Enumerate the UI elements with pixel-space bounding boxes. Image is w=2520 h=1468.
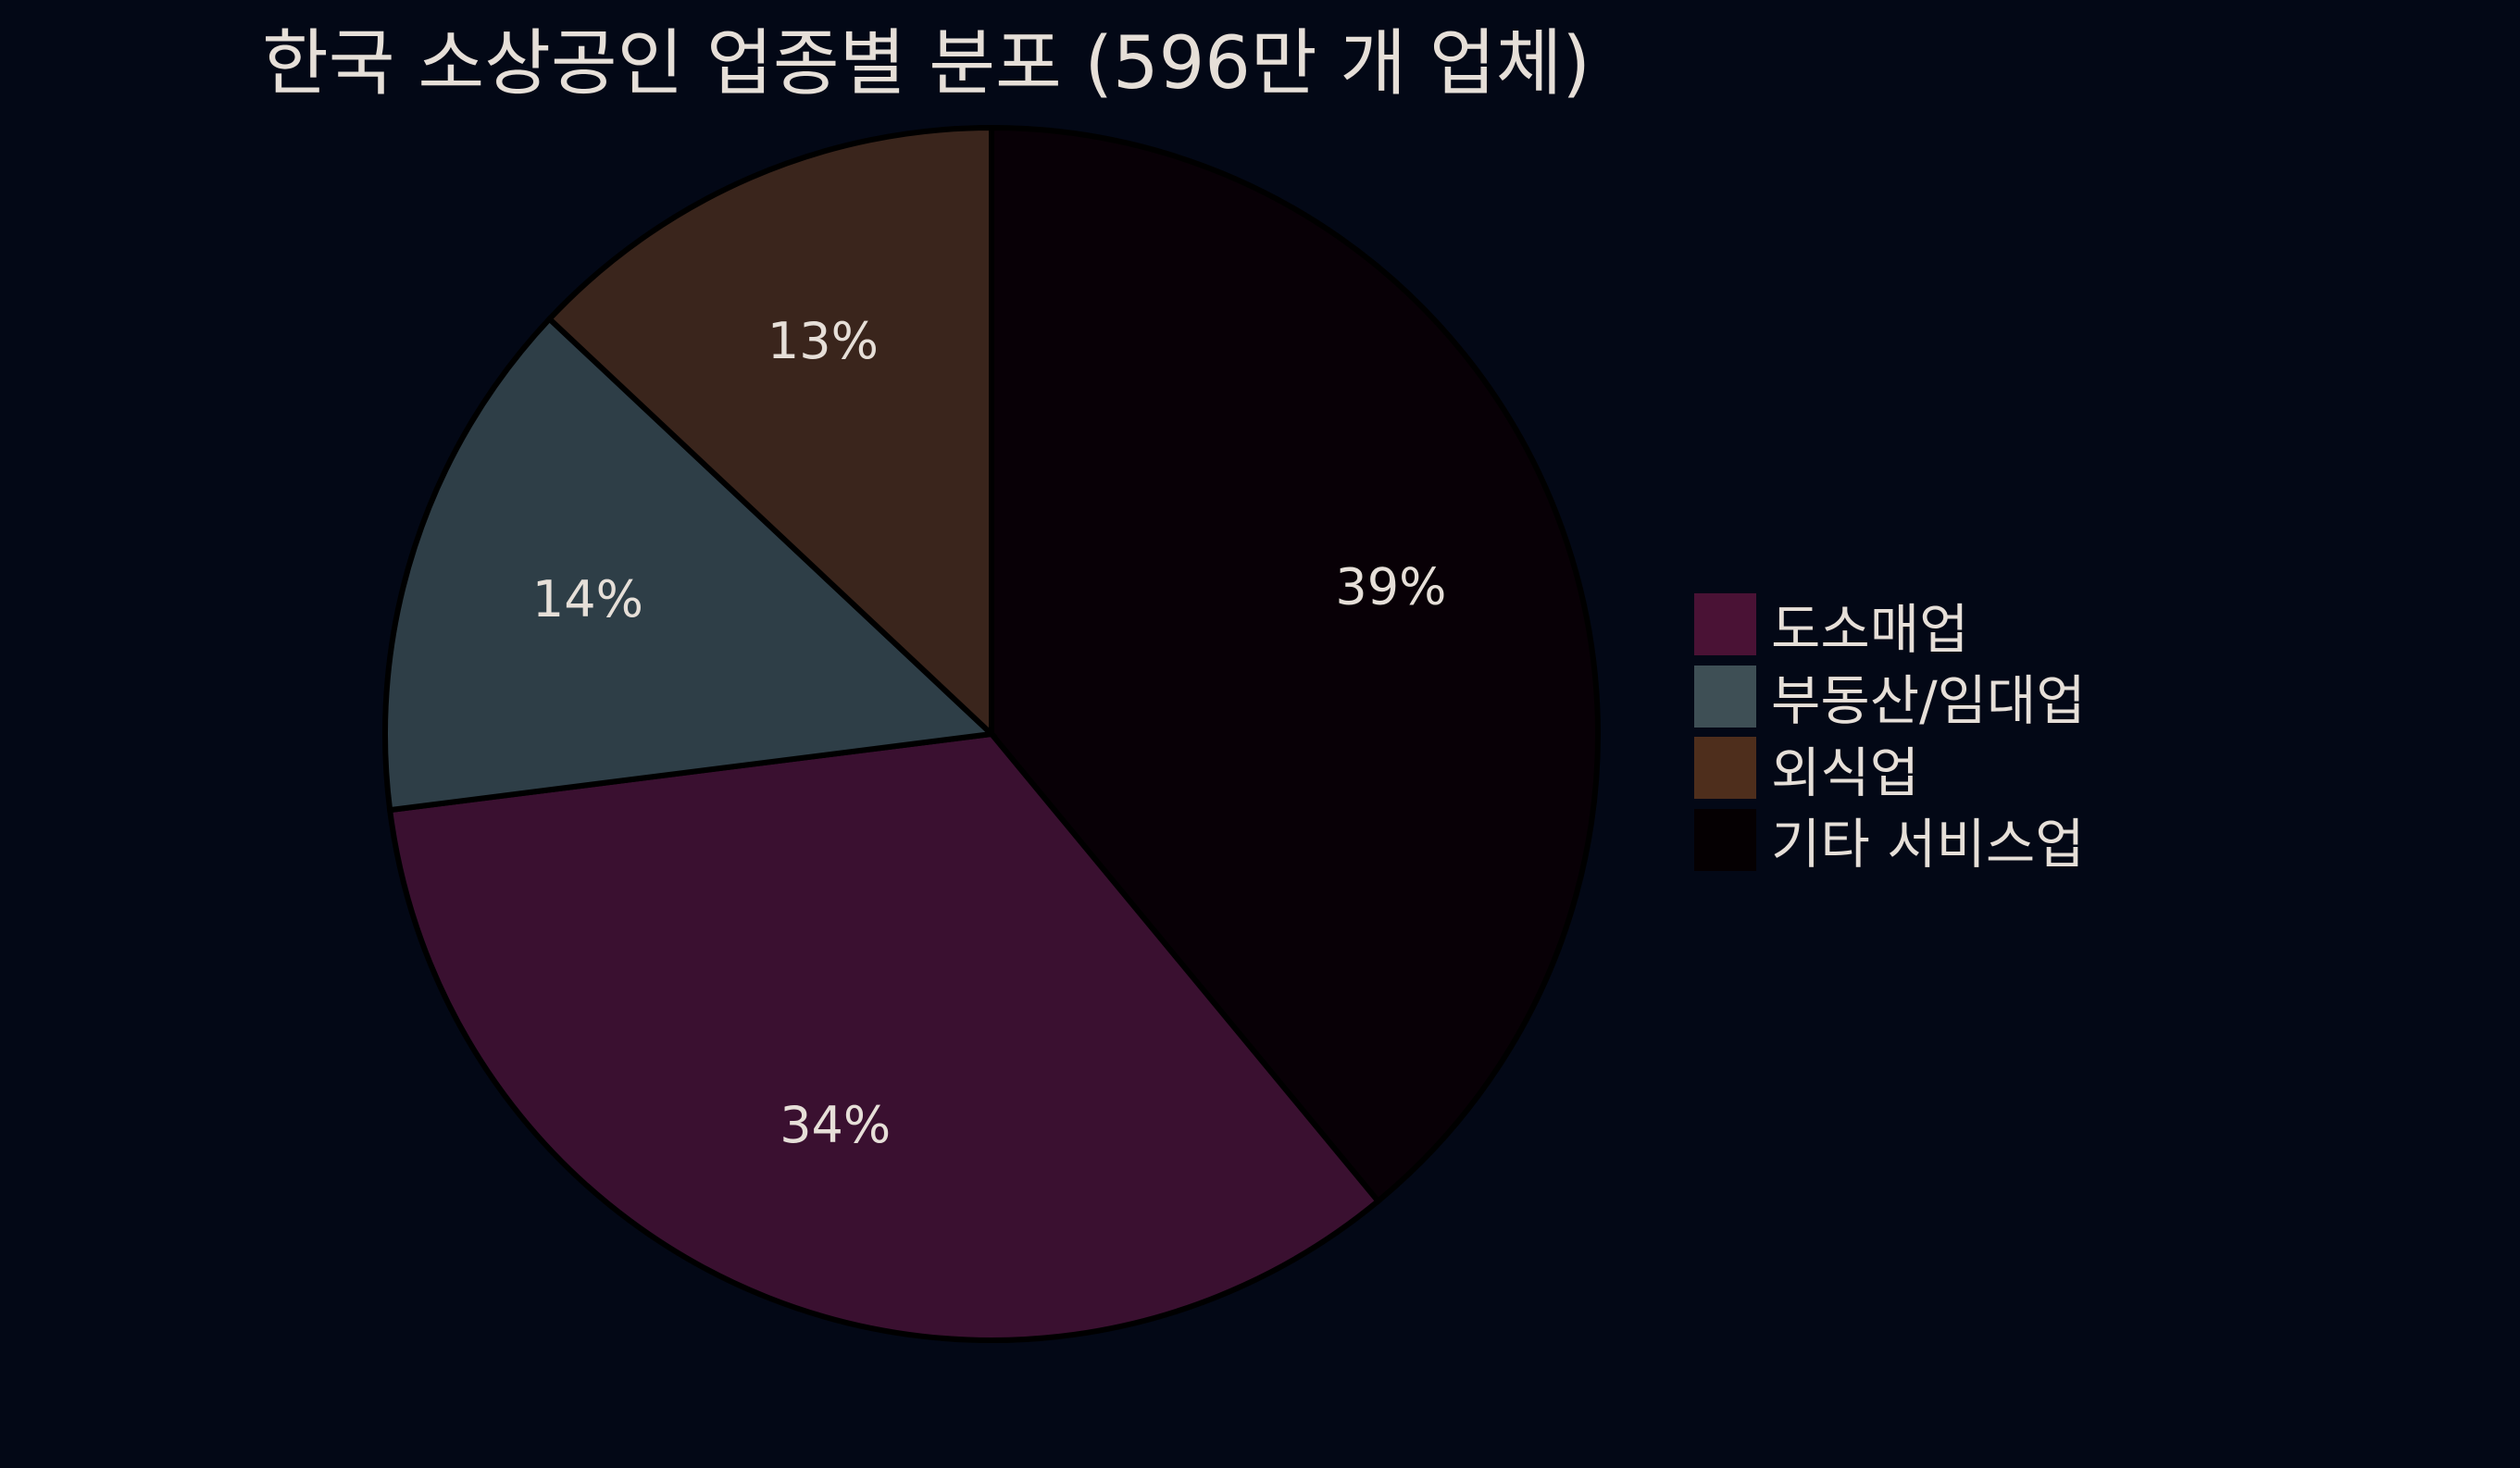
pie-slice (545, 124, 994, 740)
chart-title: 한국 소상공인 업종별 분포 (596만 개 업체) (262, 22, 1591, 106)
legend-item: 외식업 (1694, 732, 2086, 804)
pie-slice (989, 124, 1601, 1205)
slice-label: 13% (767, 312, 879, 370)
slice-label: 39% (1335, 557, 1446, 616)
legend: 도소매업 부동산/임대업 외식업 기타 서비스업 (1694, 589, 2086, 876)
slice-label: 34% (780, 1096, 891, 1154)
pie-slice (386, 730, 1382, 1343)
legend-item: 부동산/임대업 (1694, 661, 2086, 732)
legend-swatch (1694, 737, 1756, 800)
legend-item: 기타 서비스업 (1694, 804, 2086, 877)
legend-item: 도소매업 (1694, 589, 2086, 661)
legend-label: 기타 서비스업 (1771, 813, 2085, 877)
legend-swatch (1694, 593, 1756, 656)
pie-slice (382, 315, 998, 814)
slice-label: 14% (532, 570, 643, 628)
legend-label: 도소매업 (1771, 597, 1969, 661)
legend-swatch (1694, 808, 1756, 871)
legend-label: 외식업 (1771, 740, 1920, 804)
legend-label: 부동산/임대업 (1771, 669, 2086, 733)
legend-swatch (1694, 665, 1756, 728)
